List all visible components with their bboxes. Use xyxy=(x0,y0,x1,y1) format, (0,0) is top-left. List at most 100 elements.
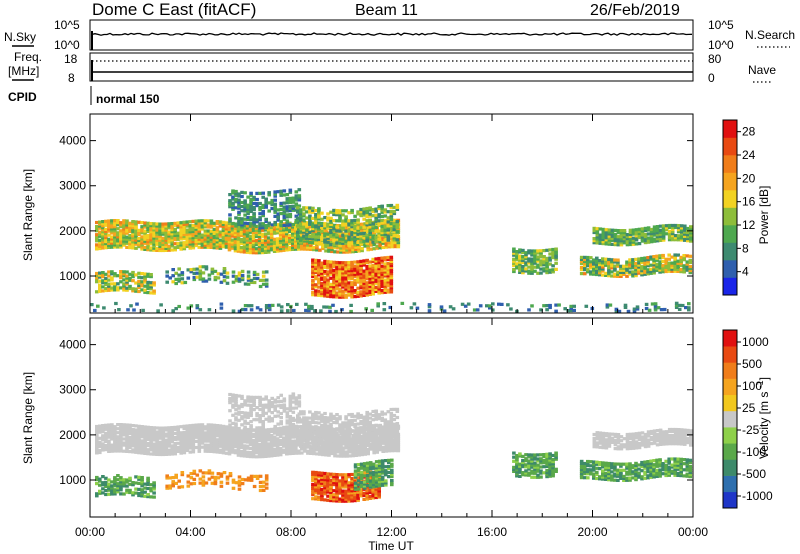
echo-cell xyxy=(110,229,114,233)
echo-cell xyxy=(607,264,611,268)
echo-cell xyxy=(248,455,253,459)
echo-cell xyxy=(340,308,344,312)
echo-cell xyxy=(228,203,232,207)
echo-cell xyxy=(231,280,236,284)
echo-cell xyxy=(335,233,339,237)
echo-cell xyxy=(143,237,147,241)
echo-cell xyxy=(101,232,105,236)
echo-cell xyxy=(386,268,391,272)
echo-cell xyxy=(607,262,611,266)
echo-cell xyxy=(224,445,229,449)
echo-cell xyxy=(185,432,190,436)
echo-cell xyxy=(180,281,185,285)
echo-cell xyxy=(586,255,590,260)
echo-cell xyxy=(288,433,292,437)
echo-cell xyxy=(344,293,348,297)
echo-cell xyxy=(114,301,118,306)
echo-cell xyxy=(658,238,663,242)
echo-cell xyxy=(646,236,651,240)
echo-cell xyxy=(371,259,375,264)
echo-cell xyxy=(158,230,162,234)
echo-cell xyxy=(275,239,280,243)
echo-cell xyxy=(326,264,330,268)
echo-cell xyxy=(243,413,247,417)
echo-cell xyxy=(646,232,651,236)
echo-cell xyxy=(371,234,375,238)
echo-cell xyxy=(579,265,584,270)
echo-cell xyxy=(251,451,256,455)
echo-cell xyxy=(683,224,687,228)
echo-cell xyxy=(122,441,126,445)
echo-cell xyxy=(374,279,378,283)
echo-cell xyxy=(383,220,388,224)
echo-cell xyxy=(365,258,369,262)
echo-cell xyxy=(209,435,214,439)
echo-cell xyxy=(263,448,268,452)
echo-cell xyxy=(330,237,334,241)
echo-cell xyxy=(98,287,102,291)
echo-cell xyxy=(661,266,665,270)
echo-cell xyxy=(200,429,205,433)
echo-cell xyxy=(332,281,336,285)
echo-cell xyxy=(258,201,262,206)
echo-cell xyxy=(357,249,361,253)
echo-cell xyxy=(234,206,238,210)
echo-cell xyxy=(389,209,394,214)
echo-cell xyxy=(311,206,315,210)
echo-cell xyxy=(341,227,345,231)
echo-cell xyxy=(237,216,241,220)
echo-cell xyxy=(374,267,378,271)
echo-cell xyxy=(266,232,271,236)
echo-cell xyxy=(339,450,343,454)
echo-cell xyxy=(234,275,239,279)
echo-cell xyxy=(390,243,395,247)
echo-cell xyxy=(545,264,549,269)
echo-cell xyxy=(619,264,623,268)
echo-cell xyxy=(161,240,165,244)
echo-cell xyxy=(177,277,181,281)
echo-cell xyxy=(275,439,280,443)
echo-cell xyxy=(342,440,346,444)
echo-cell xyxy=(324,245,328,249)
echo-cell xyxy=(233,441,238,445)
echo-cell xyxy=(236,229,241,233)
echo-cell xyxy=(266,238,271,242)
echo-cell xyxy=(628,232,633,236)
echo-cell xyxy=(389,232,394,236)
echo-cell xyxy=(282,207,287,211)
echo-cell xyxy=(215,440,220,444)
echo-cell xyxy=(191,438,196,442)
echo-cell xyxy=(263,244,268,248)
echo-cell xyxy=(128,246,132,250)
echo-cell xyxy=(338,263,342,267)
echo-cell xyxy=(312,246,316,250)
echo-cell xyxy=(658,260,662,264)
echo-cell xyxy=(518,248,522,252)
echo-cell xyxy=(161,230,165,234)
echo-cell xyxy=(368,222,372,226)
echo-cell xyxy=(285,432,289,436)
echo-cell xyxy=(234,279,239,283)
echo-cell xyxy=(234,395,238,400)
echo-cell xyxy=(146,291,150,295)
echo-cell xyxy=(291,233,295,237)
echo-cell xyxy=(294,451,298,455)
echo-cell xyxy=(329,218,333,222)
echo-cell xyxy=(224,241,229,245)
echo-cell xyxy=(332,243,336,247)
echo-cell xyxy=(231,413,235,417)
echo-cell xyxy=(377,265,381,269)
echo-cell xyxy=(619,268,623,272)
echo-cell xyxy=(171,482,175,486)
echo-cell xyxy=(170,238,174,242)
echo-cell xyxy=(221,241,226,245)
echo-cell xyxy=(661,232,666,236)
echo-cell xyxy=(245,250,250,254)
echo-cell xyxy=(236,453,241,457)
echo-cell xyxy=(294,196,299,200)
echo-cell xyxy=(389,284,394,288)
echo-cell xyxy=(146,427,150,431)
echo-cell xyxy=(478,304,483,308)
echo-cell xyxy=(359,278,363,282)
echo-cell xyxy=(353,233,357,237)
